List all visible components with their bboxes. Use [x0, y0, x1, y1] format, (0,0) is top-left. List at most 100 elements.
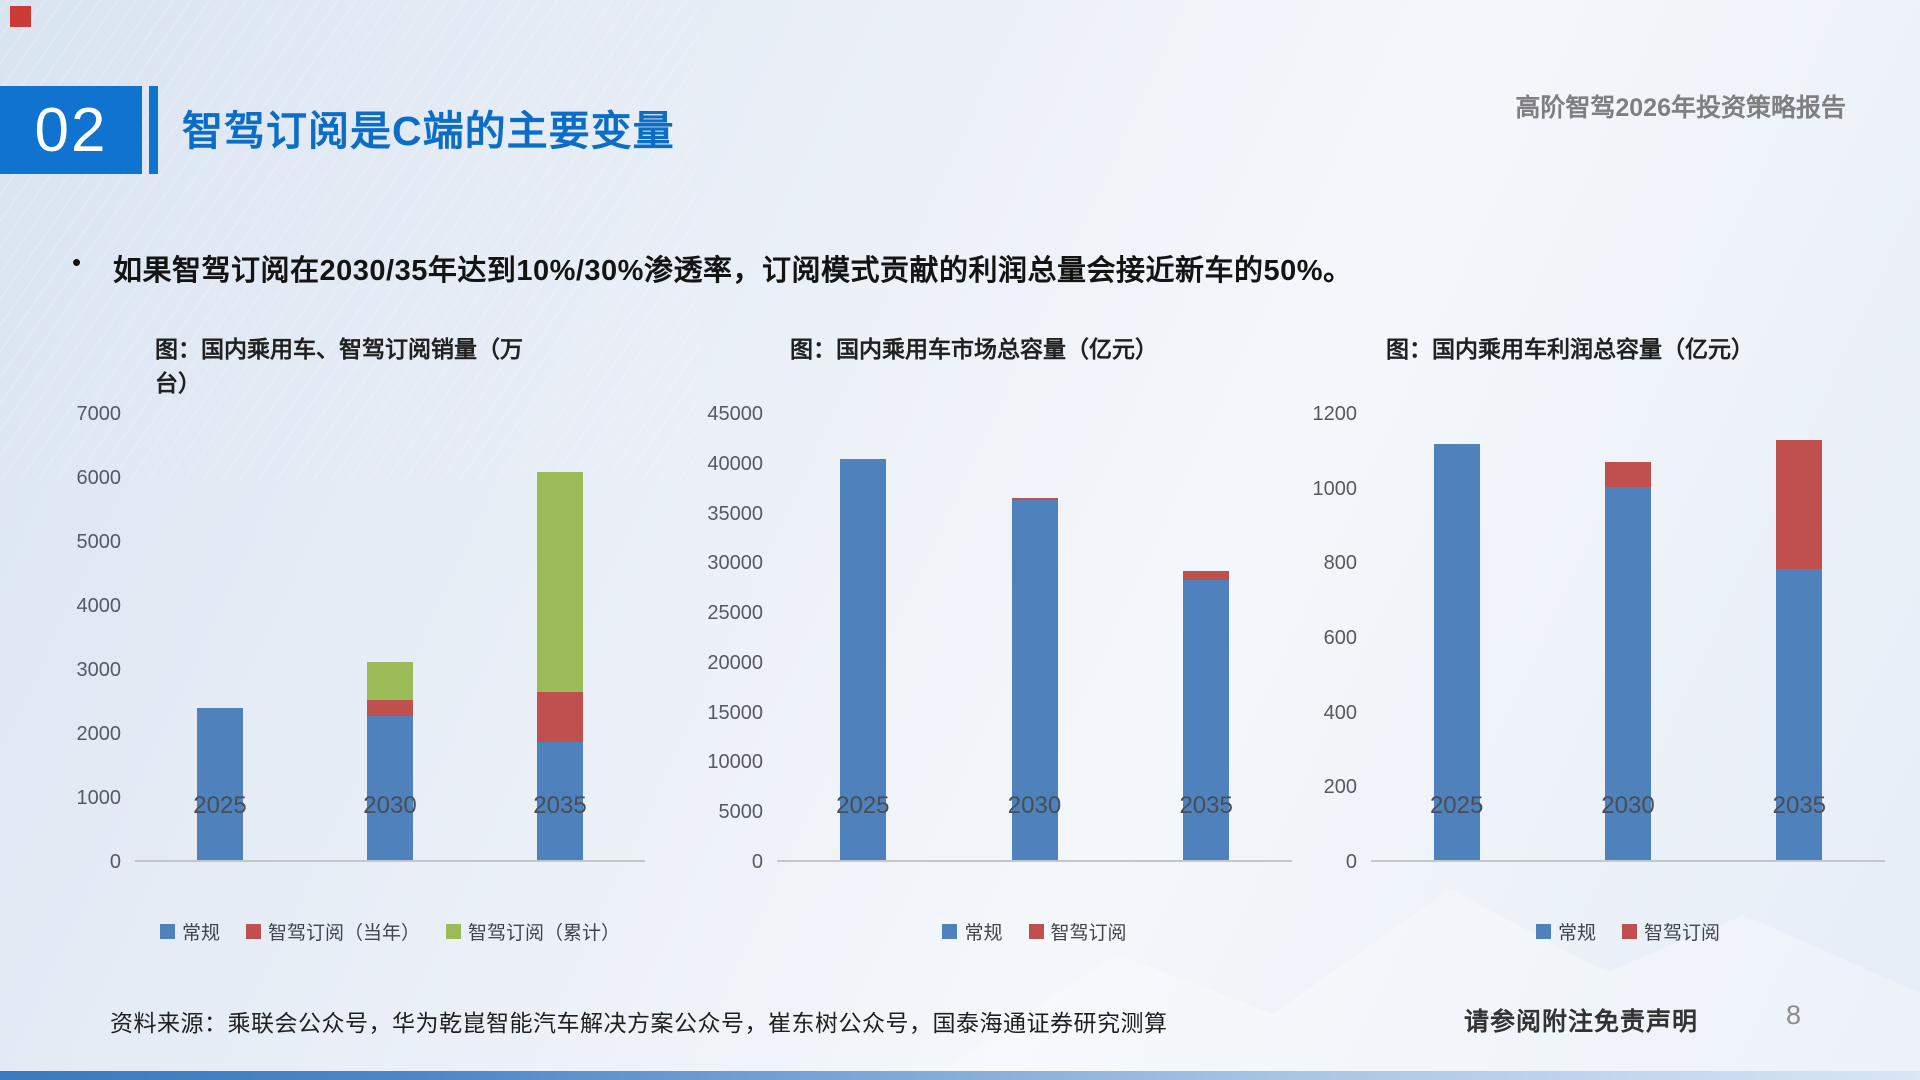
page-number: 8 [1786, 1000, 1802, 1030]
bar-segment [839, 458, 886, 860]
y-axis-tick-label: 40000 [707, 452, 763, 475]
legend-swatch [446, 924, 461, 939]
chart-sales-volume: 图：国内乘用车、智驾订阅销量（万 台） 7000 6000 5000 4000 3000 20… [45, 330, 665, 980]
x-axis-label: 2025 [193, 792, 247, 819]
bar-segment [367, 661, 413, 700]
x-axis-label: 2025 [836, 792, 890, 819]
x-axis-label: 2030 [363, 792, 417, 819]
page-title: 智驾订阅是C端的主要变量 [182, 108, 675, 154]
y-axis-tick-label: 5000 [718, 801, 764, 824]
legend-swatch [1622, 924, 1637, 939]
y-axis-tick-label: 0 [109, 851, 121, 873]
chart-title-line: 台） [155, 370, 201, 396]
x-axis-label: 2030 [1007, 792, 1062, 819]
legend-swatch [245, 924, 261, 939]
legend-swatch [942, 924, 958, 939]
bar-segment [367, 716, 413, 860]
y-axis-tick-label: 20000 [707, 651, 763, 674]
legend: 常规 智驾订阅 [777, 918, 1292, 945]
bar-segment [1776, 440, 1823, 569]
report-header: 高阶智驾2026年投资策略报告 [1515, 94, 1846, 122]
bottom-accent-bar [0, 1071, 1920, 1080]
y-axis-tick-label: 5000 [76, 531, 122, 553]
bar-segment [1011, 497, 1058, 500]
y-axis: 7000 6000 5000 4000 3000 2000 1000 0 [45, 403, 122, 873]
bar-segment [537, 471, 583, 693]
legend-label: 智驾订阅 [1644, 923, 1721, 944]
legend-item: 智驾订阅 [1028, 918, 1127, 945]
y-axis-tick-label: 800 [1323, 552, 1357, 575]
legend: 常规 智驾订阅 [1371, 918, 1885, 945]
chapter-badge: 02 [0, 86, 142, 174]
legend-swatch [1535, 924, 1551, 939]
legend-item: 智驾订阅 [1622, 918, 1720, 945]
bar-segment [1011, 499, 1058, 860]
bar-segment [537, 742, 583, 860]
x-axis-label: 2035 [1179, 792, 1233, 819]
legend-item: 常规 [942, 918, 1003, 945]
legend-swatch [159, 924, 175, 939]
chart-title-line: 图：国内乘用车、智驾订阅销量（万 [155, 336, 523, 362]
bar-segment [1183, 580, 1230, 860]
legend-item: 常规 [1535, 918, 1596, 945]
legend-item: 智驾订阅（累计） [446, 918, 620, 945]
source-note: 资料来源：乘联会公众号，华为乾崑智能汽车解决方案公众号，崔东树公众号，国泰海通证… [110, 1010, 1168, 1036]
chart-market-size: 图：国内乘用车市场总容量（亿元） 45000 40000 35000 30000 2500… [687, 330, 1307, 980]
y-axis-tick-label: 1200 [1312, 403, 1358, 425]
x-axis-label: 2030 [1601, 792, 1655, 819]
legend: 常规 智驾订阅（当年） 智驾订阅（累计） [135, 918, 645, 945]
bar-segment [537, 692, 583, 743]
plot-area [777, 414, 1292, 862]
chart-title-line: 图：国内乘用车市场总容量（亿元） [790, 336, 1158, 362]
bar-segment [1433, 443, 1480, 860]
bar-segment [197, 708, 243, 860]
bar-segment [1183, 571, 1230, 581]
chart-profit-size: 图：国内乘用车利润总容量（亿元） 1200 1000 800 600 400 200 0 202… [1281, 330, 1901, 980]
y-axis-tick-label: 0 [751, 851, 763, 873]
chapter-number: 02 [34, 95, 108, 165]
bar-segment [1776, 568, 1823, 860]
legend-label: 常规 [181, 923, 220, 944]
chart-title-line: 图：国内乘用车利润总容量（亿元） [1386, 336, 1754, 362]
bullet-item: • 如果智驾订阅在2030/35年达到10%/30%渗透率，订阅模式贡献的利润总… [72, 247, 1812, 289]
legend-label: 常规 [964, 923, 1003, 944]
legend-label: 智驾订阅（当年） [267, 923, 420, 944]
y-axis-tick-label: 6000 [76, 467, 122, 489]
red-accent-square [10, 6, 31, 27]
legend-item: 常规 [159, 918, 220, 945]
disclaimer-note: 请参阅附注免责声明 [1464, 1008, 1699, 1036]
legend-label: 智驾订阅 [1050, 923, 1127, 944]
y-axis-tick-label: 15000 [707, 701, 763, 724]
y-axis-tick-label: 35000 [707, 502, 763, 525]
plot-area [1371, 414, 1885, 862]
y-axis-tick-label: 3000 [76, 659, 122, 681]
title-accent-bar [149, 86, 158, 174]
y-axis-tick-label: 200 [1323, 776, 1357, 799]
y-axis-tick-label: 0 [1345, 851, 1357, 873]
y-axis-tick-label: 400 [1323, 701, 1357, 724]
y-axis-tick-label: 4000 [76, 595, 122, 617]
y-axis-tick-label: 2000 [76, 723, 122, 745]
chart-title: 图：国内乘用车利润总容量（亿元） [1386, 332, 1754, 366]
y-axis-tick-label: 1000 [1312, 477, 1358, 500]
legend-item: 智驾订阅（当年） [245, 918, 420, 945]
chart-title: 图：国内乘用车市场总容量（亿元） [790, 332, 1158, 366]
bar-segment [1605, 486, 1651, 860]
legend-label: 智驾订阅（累计） [468, 923, 621, 944]
y-axis: 1200 1000 800 600 400 200 0 [1281, 403, 1358, 873]
y-axis-tick-label: 30000 [707, 552, 763, 575]
y-axis: 45000 40000 35000 30000 25000 20000 15000 10000… [687, 403, 764, 873]
y-axis-tick-label: 45000 [707, 403, 763, 425]
y-axis-tick-label: 600 [1323, 627, 1357, 649]
y-axis-tick-label: 1000 [76, 787, 122, 809]
x-axis-label: 2035 [533, 792, 587, 819]
x-axis-label: 2025 [1429, 792, 1484, 819]
bullet-marker: • [72, 247, 82, 277]
y-axis-tick-label: 10000 [707, 751, 763, 774]
bar-segment [1605, 462, 1651, 487]
bullet-text: 如果智驾订阅在2030/35年达到10%/30%渗透率，订阅模式贡献的利润总量会… [113, 255, 1353, 287]
x-axis-label: 2035 [1772, 792, 1827, 819]
y-axis-tick-label: 7000 [76, 403, 122, 425]
y-axis-tick-label: 25000 [707, 602, 763, 625]
